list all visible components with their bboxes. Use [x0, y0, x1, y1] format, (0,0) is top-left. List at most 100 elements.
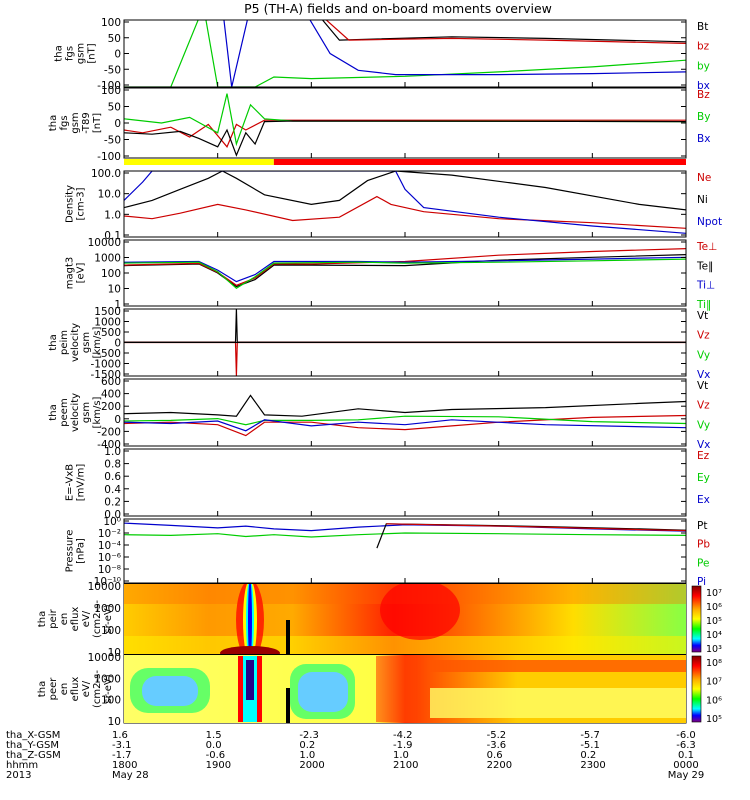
series-line-Pe — [124, 532, 686, 538]
series-line-Te∥ — [124, 254, 686, 288]
y-axis-label: [mV/m] — [76, 464, 87, 502]
y-axis-label: sr-eV) — [103, 604, 114, 633]
legend-entry: Ne — [697, 172, 711, 184]
chart-title: P5 (TH-A) fields and on-board moments ov… — [244, 1, 552, 16]
ephemeris-value: -1.9 — [393, 740, 413, 751]
y-axis-label: peem — [59, 398, 70, 426]
y-axis-label: velocity — [70, 323, 81, 362]
ephemeris-value: 0.6 — [487, 750, 503, 761]
legend-entry: Bx — [697, 133, 710, 145]
y-axis-label: tha — [37, 681, 48, 697]
panel-density: 100.0 10.0 1.0 0.1 Density [cm-3] Ne Ni Npot — [65, 168, 723, 242]
series-line-Ne — [124, 195, 686, 229]
series-line-Ti∥ — [124, 258, 686, 289]
series-group — [124, 248, 686, 289]
series-group — [124, 20, 686, 87]
mode-bar-segment — [124, 159, 274, 165]
ephemeris-table: tha_X-GSMtha_Y-GSMtha_Z-GSMhhmm20131.6-3… — [6, 730, 704, 781]
y-tick-label: -1500 — [90, 369, 121, 381]
y-tick-label: 10000 — [88, 581, 121, 593]
series-line-Bz — [124, 119, 686, 148]
y-tick-label: 10⁻¹⁰ — [94, 576, 121, 588]
y-axis-label: eflux — [70, 677, 81, 702]
y-axis-label: tha — [48, 404, 59, 420]
y-tick-label: 100 — [101, 695, 121, 707]
legend-entry: Vx — [697, 439, 710, 451]
y-axis-label: peim — [59, 330, 70, 355]
ephemeris-row-label: tha_Y-GSM — [6, 740, 59, 751]
y-axis-label: sr-eV) — [103, 674, 114, 703]
y-axis-label: tha — [48, 334, 59, 350]
ephemeris-value: -0.6 — [206, 750, 226, 761]
y-axis-label: (cm2-s- — [92, 670, 103, 708]
mode-bar — [124, 159, 686, 165]
y-tick-label: 0.4 — [104, 484, 121, 496]
series-line-Te⊥ — [124, 248, 686, 286]
y-tick-label: 10000 — [88, 652, 121, 664]
ephemeris-value: 1.0 — [393, 750, 409, 761]
y-tick-label: 10 — [108, 284, 121, 296]
series-group — [124, 309, 686, 376]
panel-temperature: 10000 1000 100 10 1 magt3 [eV] Te⊥ Te‖ Ti⊥ Ti‖ — [65, 237, 718, 311]
legend-entry: Ti‖ — [696, 299, 711, 311]
y-tick-label: -500 — [97, 348, 121, 360]
series-line-bz — [325, 20, 686, 44]
y-tick-label: 10.0 — [98, 189, 121, 201]
y-axis-label: [nT] — [92, 113, 103, 133]
y-tick-label: -50 — [104, 64, 121, 76]
y-axis-label: Density — [65, 185, 76, 223]
ephemeris-value: 0.1 — [678, 750, 694, 761]
y-axis-label: [cm-3] — [76, 187, 87, 220]
series-group — [124, 93, 686, 157]
colorbar-electron — [691, 655, 702, 723]
ephemeris-row-label: tha_Z-GSM — [6, 750, 61, 761]
ephemeris-value: May 29 — [668, 770, 705, 781]
y-tick-label: 0.0 — [104, 509, 121, 521]
series-line-Pb — [386, 523, 686, 532]
ephemeris-value: -2.3 — [299, 730, 319, 741]
legend-entry: Te‖ — [696, 260, 713, 272]
legend-entry: Bz — [697, 89, 710, 101]
y-tick-label: 10⁻⁶ — [98, 552, 121, 564]
y-tick-label: 1 — [114, 299, 121, 311]
y-tick-label: 100 — [101, 268, 121, 280]
series-line-Bx — [124, 120, 686, 157]
y-tick-label: 500 — [101, 327, 121, 339]
legend-entry: Pt — [697, 520, 707, 532]
colorbar-ticks: 10⁷ 10⁶ 10⁵ 10⁴ 10³ 10⁸ 10⁷ 10⁶ 10⁵ — [706, 588, 722, 725]
y-axis-label: fgs — [59, 115, 70, 130]
y-tick-label: 0 — [114, 338, 121, 350]
series-line-Ni — [124, 171, 686, 211]
y-tick-label: 1000 — [94, 317, 121, 329]
legend-entry: Ni — [697, 194, 708, 206]
y-axis-label: tha — [37, 611, 48, 627]
ephemeris-value: -4.2 — [393, 730, 413, 741]
colorbar-tick-label: 10³ — [706, 644, 722, 655]
panel-efield: 1.00.80.60.40.20.0 E=-VxB [mV/m] Ez Ey Ex — [65, 446, 710, 521]
y-axis-label: [nT] — [87, 43, 98, 63]
y-tick-label: -100 — [97, 80, 121, 92]
y-axis-label: [eV] — [76, 263, 87, 284]
ephemeris-value: -3.6 — [487, 740, 507, 751]
y-axis-label: velocity — [70, 393, 81, 432]
series-line-Vt — [124, 309, 686, 343]
y-axis-label: fgs — [65, 46, 76, 61]
y-tick-label: 0 — [114, 49, 121, 61]
ephemeris-value: 0.0 — [206, 740, 222, 751]
ephemeris-value: 1800 — [112, 760, 137, 771]
colorbar-tick-label: 10⁵ — [706, 616, 722, 627]
y-axis-label: gsm — [81, 402, 92, 423]
y-tick-label: 10000 — [88, 237, 121, 249]
y-axis-label: (cm2-s- — [92, 600, 103, 638]
ephemeris-value: -5.7 — [580, 730, 600, 741]
series-line-Vx — [124, 419, 686, 432]
ephemeris-row-label: tha_X-GSM — [6, 730, 60, 741]
series-line-Vz — [124, 341, 686, 376]
y-axis-label: gsm — [70, 112, 81, 133]
y-axis-label: [km/s] — [92, 396, 103, 428]
y-tick-label: 0 — [114, 414, 121, 426]
y-axis-label: eflux — [70, 607, 81, 632]
y-tick-label: 1.0 — [104, 209, 121, 221]
y-axis-label: [nPa] — [76, 538, 87, 564]
